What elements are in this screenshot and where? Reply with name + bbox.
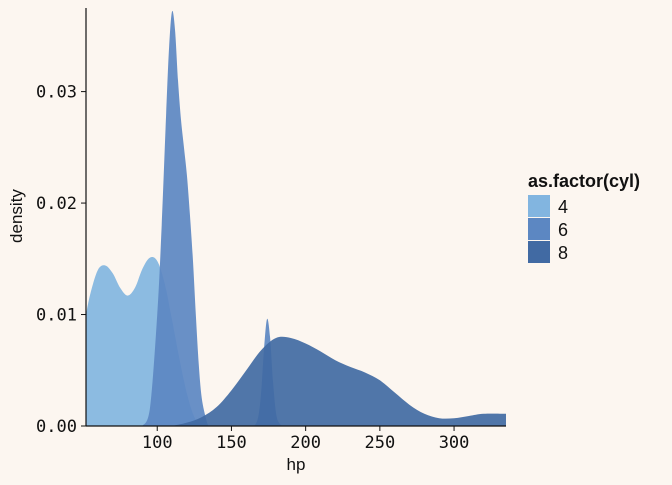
density-area-6 — [142, 10, 291, 427]
legend-swatch-8 — [528, 241, 550, 263]
y-tick-label: 0.02 — [36, 194, 77, 214]
y-axis-label: density — [7, 189, 26, 243]
y-tick-label: 0.03 — [36, 83, 77, 103]
x-axis-label: hp — [287, 455, 306, 474]
y-tick-label: 0.01 — [36, 306, 77, 326]
series-areas — [86, 10, 506, 427]
x-tick-label: 200 — [290, 433, 321, 453]
legend: as.factor(cyl) 4 6 8 — [528, 171, 640, 263]
x-tick-label: 250 — [364, 433, 395, 453]
x-tick-label: 150 — [216, 433, 247, 453]
legend-title: as.factor(cyl) — [528, 171, 640, 191]
legend-label-8: 8 — [558, 243, 568, 263]
legend-swatch-6 — [528, 218, 550, 240]
x-tick-label: 100 — [142, 433, 173, 453]
density-area-8 — [172, 336, 506, 426]
legend-swatch-4 — [528, 195, 550, 217]
legend-label-4: 4 — [558, 197, 568, 217]
legend-items: 4 6 8 — [528, 195, 568, 263]
x-axis-ticks: 100 150 200 250 300 — [142, 426, 470, 453]
legend-label-6: 6 — [558, 220, 568, 240]
x-tick-label: 300 — [439, 433, 470, 453]
y-axis-ticks: 0.00 0.01 0.02 0.03 — [36, 83, 86, 437]
y-tick-label: 0.00 — [36, 417, 77, 437]
